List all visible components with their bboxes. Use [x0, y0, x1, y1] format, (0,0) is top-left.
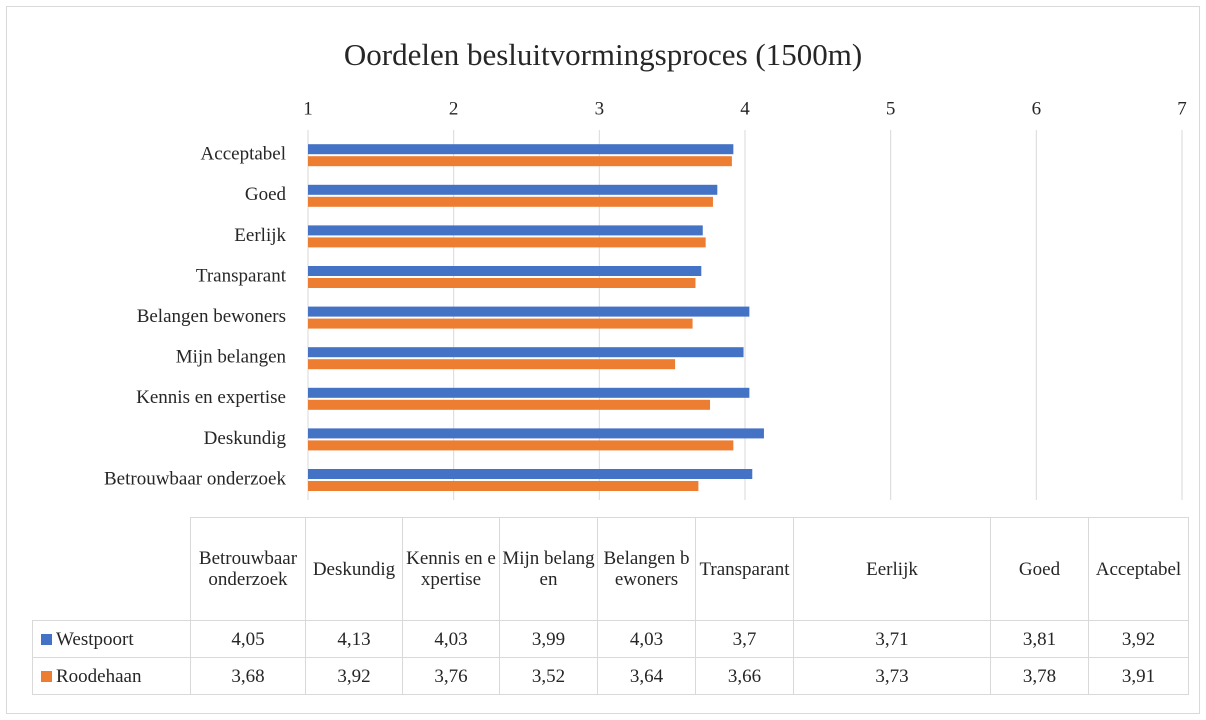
cell-text: 4,05	[231, 628, 265, 650]
x-tick-label: 3	[595, 98, 605, 119]
x-tick-label: 7	[1177, 98, 1187, 119]
table-value: 3,99	[499, 620, 598, 658]
cell-text: Roodehaan	[56, 665, 142, 687]
chart-title: Oordelen besluitvormingsproces (1500m)	[344, 37, 862, 72]
cell-text: 4,13	[337, 628, 371, 650]
table-value: 3,73	[793, 657, 991, 695]
y-tick-label: Deskundig	[204, 428, 287, 449]
bar	[308, 156, 732, 167]
table-value: 3,78	[990, 657, 1089, 695]
table-header: Eerlijk	[793, 517, 991, 621]
y-tick-label: Kennis en expertise	[136, 387, 286, 408]
cell-text: Betrouwbaar onderzoek	[198, 548, 298, 590]
bar	[308, 318, 693, 329]
table-value: 3,92	[1088, 620, 1189, 658]
y-tick-label: Mijn belangen	[176, 347, 287, 368]
bar	[308, 237, 706, 248]
cell-text: 3,91	[1121, 665, 1156, 687]
table-value: 3,64	[597, 657, 696, 695]
cell-text: Transparant	[699, 558, 790, 580]
cell-text: Kennis en expertise	[406, 548, 496, 590]
cell-text: Mijn belangen	[502, 548, 595, 590]
table-value: 3,52	[499, 657, 598, 695]
table-value: 3,91	[1088, 657, 1189, 695]
bar	[308, 469, 753, 479]
table-value: 3,66	[695, 657, 794, 695]
table-header: Belangen bewoners	[597, 517, 696, 621]
bar	[308, 481, 699, 491]
y-tick-label: Transparant	[196, 265, 287, 286]
bar	[308, 266, 702, 276]
cell-text: Goed	[1018, 558, 1061, 580]
table-value: 4,03	[597, 620, 696, 658]
legend-entry: Roodehaan	[32, 657, 191, 695]
bar	[308, 306, 750, 317]
table-value: 4,03	[402, 620, 500, 658]
bar	[308, 399, 711, 410]
cell-text: 3,78	[1022, 665, 1057, 687]
cell-text: Belangen bewoners	[603, 548, 690, 590]
cell-text: 3,73	[875, 665, 909, 687]
y-tick-label: Betrouwbaar onderzoek	[104, 468, 287, 489]
legend-key	[41, 633, 52, 645]
table-value: 3,7	[695, 620, 794, 658]
x-tick-label: 6	[1032, 98, 1042, 119]
table-header: Betrouwbaar onderzoek	[190, 517, 306, 621]
bar	[308, 196, 713, 207]
cell-text: 3,92	[337, 665, 371, 687]
cell-text: 3,71	[875, 628, 909, 650]
bar	[308, 184, 718, 195]
table-header: Kennis en expertise	[402, 517, 500, 621]
legend-key	[41, 670, 52, 682]
x-tick-label: 1	[303, 98, 313, 119]
bar	[308, 144, 734, 155]
cell-text: 3,92	[1121, 628, 1156, 650]
cell-text: 3,52	[531, 665, 566, 687]
cell-text: 4,03	[434, 628, 468, 650]
cell-text: 3,64	[629, 665, 664, 687]
bar	[308, 347, 744, 358]
cell-text: 3,81	[1022, 628, 1057, 650]
table-value: 4,05	[190, 620, 306, 658]
cell-text: 3,99	[531, 628, 566, 650]
table-header: Acceptabel	[1088, 517, 1189, 621]
x-tick-label: 4	[740, 98, 750, 119]
cell-text: 3,7	[732, 628, 757, 650]
cell-text: Eerlijk	[866, 558, 918, 580]
x-tick-label: 2	[449, 98, 459, 119]
bar	[308, 428, 764, 439]
y-tick-label: Belangen bewoners	[137, 306, 286, 327]
y-tick-label: Acceptabel	[201, 144, 286, 165]
y-tick-label: Goed	[245, 184, 287, 205]
bar	[308, 359, 676, 370]
chart-frame	[6, 6, 1200, 714]
bar	[308, 440, 734, 451]
legend-entry: Westpoort	[32, 620, 191, 658]
table-header: Deskundig	[305, 517, 403, 621]
table-value: 3,81	[990, 620, 1089, 658]
y-tick-label: Eerlijk	[234, 225, 286, 246]
cell-text: Acceptabel	[1095, 558, 1182, 580]
cell-text: 4,03	[629, 628, 664, 650]
table-value: 3,76	[402, 657, 500, 695]
bar	[308, 278, 696, 288]
cell-text: 3,66	[727, 665, 762, 687]
table-header: Goed	[990, 517, 1089, 621]
x-tick-label: 5	[886, 98, 896, 119]
table-value: 3,92	[305, 657, 403, 695]
table-value: 4,13	[305, 620, 403, 658]
cell-text: 3,76	[434, 665, 468, 687]
cell-text: Westpoort	[56, 628, 134, 650]
table-value: 3,71	[793, 620, 991, 658]
table-header: Mijn belangen	[499, 517, 598, 621]
cell-text: Deskundig	[312, 558, 396, 580]
bar	[308, 225, 703, 236]
bar	[308, 387, 750, 398]
table-value: 3,68	[190, 657, 306, 695]
table-header: Transparant	[695, 517, 794, 621]
cell-text: 3,68	[231, 665, 265, 687]
